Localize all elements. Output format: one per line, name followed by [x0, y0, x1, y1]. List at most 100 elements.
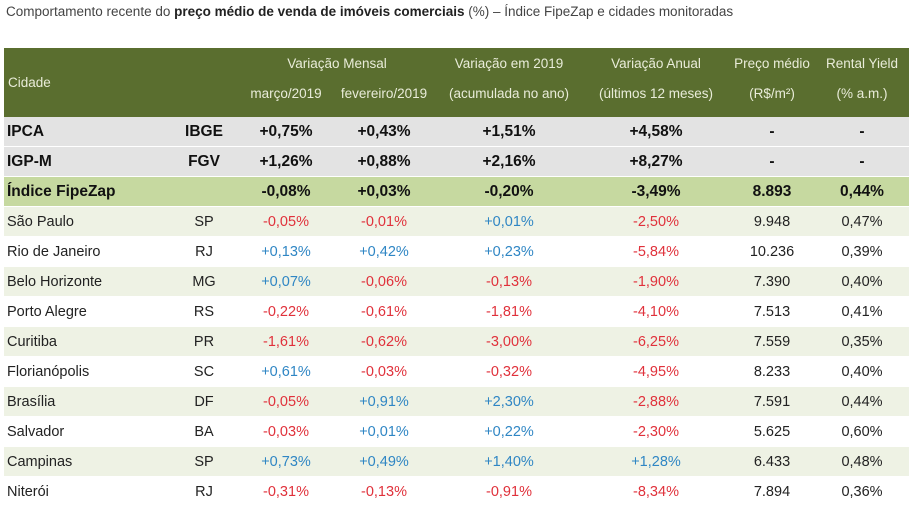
city-name: Salvador — [4, 416, 169, 447]
table-row: Curitiba PR -1,61% -0,62% -3,00% -6,25% 7.559 0… — [4, 326, 909, 357]
var-2019: +0,23% — [435, 236, 583, 267]
var-2019: -0,20% — [435, 176, 583, 207]
city-name: Porto Alegre — [4, 296, 169, 327]
header-variacao-2019: Variação em 2019 — [435, 48, 583, 78]
var-fevereiro: -0,62% — [333, 326, 435, 357]
city-name: Belo Horizonte — [4, 266, 169, 297]
header-variacao-mensal: Variação Mensal — [239, 48, 435, 78]
city-name: Brasília — [4, 386, 169, 417]
city-code — [169, 176, 239, 207]
index-row: IPCA IBGE +0,75% +0,43% +1,51% +4,58% - - — [4, 117, 909, 147]
city-code: DF — [169, 386, 239, 417]
rental-yield: 0,47% — [815, 206, 909, 237]
city-code: RJ — [169, 236, 239, 267]
var-2019: -0,32% — [435, 356, 583, 387]
var-anual: -2,88% — [583, 386, 729, 417]
var-marco: -0,31% — [239, 476, 333, 507]
caption-bold: preço médio de venda de imóveis comercia… — [174, 4, 465, 19]
preco-medio: 7.559 — [729, 326, 815, 357]
var-fevereiro: +0,42% — [333, 236, 435, 267]
city-name: IPCA — [4, 117, 169, 147]
var-marco: -0,03% — [239, 416, 333, 447]
rental-yield: 0,39% — [815, 236, 909, 267]
table-row: Florianópolis SC +0,61% -0,03% -0,32% -4,95% 8… — [4, 356, 909, 387]
preco-medio: 5.625 — [729, 416, 815, 447]
var-anual: -2,30% — [583, 416, 729, 447]
city-name: IGP-M — [4, 146, 169, 177]
var-anual: -6,25% — [583, 326, 729, 357]
var-fevereiro: +0,03% — [333, 176, 435, 207]
preco-medio: 10.236 — [729, 236, 815, 267]
var-fevereiro: -0,03% — [333, 356, 435, 387]
header-rental-yield: Rental Yield — [815, 48, 909, 78]
preco-medio: 6.433 — [729, 446, 815, 477]
table-caption: Comportamento recente do preço médio de … — [6, 4, 911, 19]
city-code: MG — [169, 266, 239, 297]
rental-yield: 0,35% — [815, 326, 909, 357]
var-anual: -8,34% — [583, 476, 729, 507]
table-row: Porto Alegre RS -0,22% -0,61% -1,81% -4,10% 7.… — [4, 296, 909, 327]
caption-suffix: (%) – Índice FipeZap e cidades monitorad… — [464, 4, 734, 19]
preco-medio: - — [729, 117, 815, 147]
var-2019: -1,81% — [435, 296, 583, 327]
var-fevereiro: -0,13% — [333, 476, 435, 507]
city-name: Rio de Janeiro — [4, 236, 169, 267]
var-fevereiro: +0,01% — [333, 416, 435, 447]
city-name: Índice FipeZap — [4, 176, 169, 207]
city-name: Curitiba — [4, 326, 169, 357]
preco-medio: 9.948 — [729, 206, 815, 237]
city-code: SC — [169, 356, 239, 387]
preco-medio: 8.893 — [729, 176, 815, 207]
table-row: Brasília DF -0,05% +0,91% +2,30% -2,88% 7.591 0… — [4, 386, 909, 417]
var-anual: -4,95% — [583, 356, 729, 387]
header-row-2: março/2019 fevereiro/2019 (acumulada no … — [4, 78, 909, 117]
header-fevereiro: fevereiro/2019 — [333, 78, 435, 117]
rental-yield: 0,60% — [815, 416, 909, 447]
header-acumulada: (acumulada no ano) — [435, 78, 583, 117]
preco-medio: 7.390 — [729, 266, 815, 297]
var-fevereiro: +0,91% — [333, 386, 435, 417]
table-row: Belo Horizonte MG +0,07% -0,06% -0,13% -1,90%… — [4, 266, 909, 297]
preco-medio: 7.591 — [729, 386, 815, 417]
var-2019: -3,00% — [435, 326, 583, 357]
city-code: SP — [169, 446, 239, 477]
city-code: RJ — [169, 476, 239, 507]
header-ultimos: (últimos 12 meses) — [583, 78, 729, 117]
header-cidade: Cidade — [4, 48, 169, 117]
header-marco: março/2019 — [239, 78, 333, 117]
preco-medio: - — [729, 146, 815, 177]
var-marco: -0,08% — [239, 176, 333, 207]
caption-prefix: Comportamento recente do — [6, 4, 175, 19]
rental-yield: 0,44% — [815, 386, 909, 417]
var-anual: +1,28% — [583, 446, 729, 477]
var-anual: +8,27% — [583, 146, 729, 177]
index-row: IGP-M FGV +1,26% +0,88% +2,16% +8,27% - - — [4, 146, 909, 177]
city-name: Campinas — [4, 446, 169, 477]
preco-medio: 8.233 — [729, 356, 815, 387]
city-name: Florianópolis — [4, 356, 169, 387]
rental-yield: 0,36% — [815, 476, 909, 507]
var-anual: -5,84% — [583, 236, 729, 267]
header-source — [169, 48, 239, 117]
city-code: RS — [169, 296, 239, 327]
table-row: São Paulo SP -0,05% -0,01% +0,01% -2,50% 9.948… — [4, 206, 909, 237]
var-marco: +0,73% — [239, 446, 333, 477]
table-body: IPCA IBGE +0,75% +0,43% +1,51% +4,58% - - IGP-M F… — [4, 117, 909, 507]
rental-yield: 0,41% — [815, 296, 909, 327]
var-2019: +2,30% — [435, 386, 583, 417]
var-marco: -0,05% — [239, 206, 333, 237]
city-name: São Paulo — [4, 206, 169, 237]
var-fevereiro: -0,06% — [333, 266, 435, 297]
var-marco: +1,26% — [239, 146, 333, 177]
var-2019: +1,51% — [435, 117, 583, 147]
preco-medio: 7.894 — [729, 476, 815, 507]
var-fevereiro: +0,43% — [333, 117, 435, 147]
var-marco: -0,22% — [239, 296, 333, 327]
var-marco: +0,75% — [239, 117, 333, 147]
city-code: BA — [169, 416, 239, 447]
var-anual: -3,49% — [583, 176, 729, 207]
preco-medio: 7.513 — [729, 296, 815, 327]
table-row: Niterói RJ -0,31% -0,13% -0,91% -8,34% 7.894 0,… — [4, 476, 909, 507]
var-anual: -4,10% — [583, 296, 729, 327]
rental-yield: 0,44% — [815, 176, 909, 207]
